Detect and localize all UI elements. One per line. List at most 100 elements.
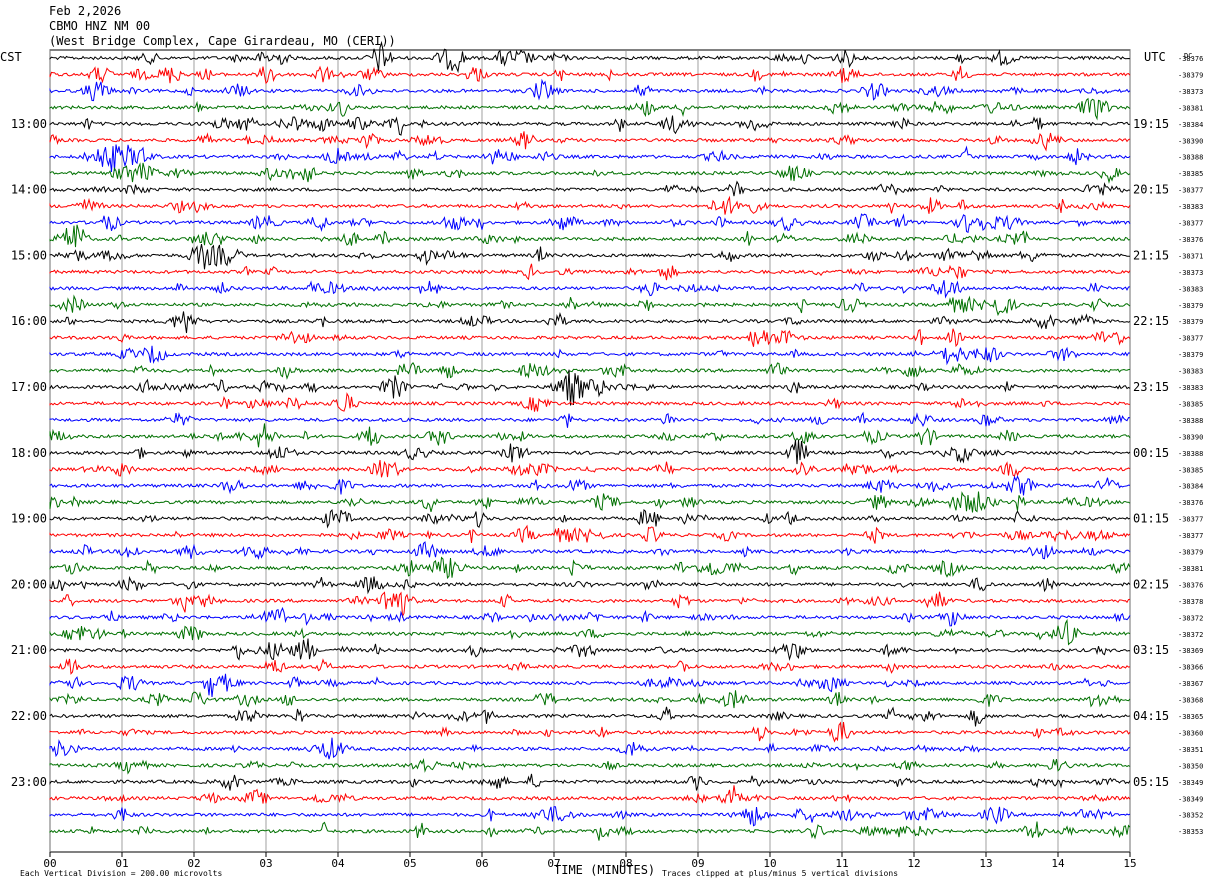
seismic-trace [49, 638, 1131, 661]
right-hour-label: 21:15 [1133, 248, 1169, 262]
dc-offset-label: -38371 [1178, 252, 1203, 260]
left-hour-label: 22:00 [11, 709, 47, 723]
seismic-trace [49, 591, 1131, 619]
x-tick-label: 03 [259, 857, 272, 870]
seismic-trace [49, 475, 1131, 496]
x-tick-label: 00 [43, 857, 56, 870]
dc-offset-label: -38349 [1178, 779, 1203, 787]
x-tick-label: 01 [115, 857, 128, 870]
dc-offset-label: -38381 [1178, 104, 1203, 112]
dc-offset-label: -38353 [1178, 828, 1203, 836]
dc-offset-label: -38388 [1178, 154, 1203, 162]
right-hour-label: 02:15 [1133, 577, 1169, 591]
location-label: (West Bridge Complex, Cape Girardeau, MO… [49, 34, 396, 48]
dc-offset-label: -38377 [1178, 220, 1203, 228]
seismic-trace [49, 758, 1131, 775]
seismic-trace [49, 131, 1131, 152]
seismic-trace [49, 575, 1131, 595]
dc-offset-label: -38385 [1178, 170, 1203, 178]
left-hour-label: 23:00 [11, 775, 47, 789]
seismic-trace [49, 195, 1131, 215]
dc-offset-label: -38372 [1178, 614, 1203, 622]
seismic-trace [49, 65, 1131, 85]
left-hour-label: 21:00 [11, 643, 47, 657]
left-hour-label: 13:00 [11, 117, 47, 131]
left-hour-label: 17:00 [11, 380, 47, 394]
dc-offset-label: -38365 [1178, 713, 1203, 721]
dc-offset-label: -38383 [1178, 384, 1203, 392]
vertical-division-note: Each Vertical Division = 200.00 microvol… [20, 869, 222, 878]
seismic-trace [49, 508, 1131, 529]
seismic-trace [49, 460, 1131, 478]
dc-offset-label: -38384 [1178, 121, 1203, 129]
dc-offset-label: -38385 [1178, 400, 1203, 408]
dc-label: DC [1184, 52, 1192, 60]
dc-offset-label: -38349 [1178, 795, 1203, 803]
dc-offset-label: -38379 [1178, 318, 1203, 326]
x-tick-label: 12 [907, 857, 920, 870]
left-hour-label: 18:00 [11, 446, 47, 460]
station-label: CBMO HNZ NM 00 [49, 19, 151, 33]
seismic-trace [49, 369, 1131, 406]
x-tick-label: 15 [1123, 857, 1136, 870]
seismic-trace [49, 806, 1131, 827]
dc-offset-label: -38377 [1178, 187, 1203, 195]
dc-offset-label: -38369 [1178, 647, 1203, 655]
x-axis-title: TIME (MINUTES) [554, 863, 655, 877]
right-hour-label: 01:15 [1133, 512, 1169, 526]
right-timezone-label: UTC [1144, 50, 1166, 64]
left-hour-label: 20:00 [11, 577, 47, 591]
dc-offset-label: -38388 [1178, 450, 1203, 458]
right-hour-label: 22:15 [1133, 314, 1169, 328]
seismic-trace [49, 423, 1131, 448]
x-tick-label: 04 [331, 857, 345, 870]
dc-offset-label: -38373 [1178, 269, 1203, 277]
x-tick-label: 10 [763, 857, 776, 870]
dc-offset-label: -38384 [1178, 483, 1203, 491]
seismic-trace [49, 392, 1131, 412]
seismic-trace [49, 280, 1131, 299]
dc-offset-label: -38377 [1178, 532, 1203, 540]
dc-offset-label: -38368 [1178, 697, 1203, 705]
dc-offset-label: -38390 [1178, 137, 1203, 145]
axis-labels: 00 01 02 03 04 05 06 07 08 09 10 11 12 13 14 15 -38376 -3… [11, 55, 1203, 870]
x-tick-label: 05 [403, 857, 416, 870]
left-hour-label: 14:00 [11, 183, 47, 197]
dc-offset-label: -38379 [1178, 71, 1203, 79]
seismic-trace [49, 773, 1131, 791]
seismic-trace [49, 541, 1131, 560]
seismic-trace [49, 690, 1131, 709]
right-hour-label: 03:15 [1133, 643, 1169, 657]
x-tick-label: 09 [691, 857, 704, 870]
x-tick-label: 02 [187, 857, 200, 870]
right-hour-label: 05:15 [1133, 775, 1169, 789]
right-hour-label: 23:15 [1133, 380, 1169, 394]
dc-offset-label: -38372 [1178, 631, 1203, 639]
seismic-trace [49, 411, 1131, 428]
seismic-trace [49, 115, 1131, 136]
dc-offset-label: -38373 [1178, 88, 1203, 96]
x-tick-label: 08 [619, 857, 632, 870]
x-tick-label: 13 [979, 857, 992, 870]
seismic-trace [49, 491, 1131, 513]
seismic-trace [49, 673, 1131, 698]
seismic-trace [49, 40, 1131, 74]
x-tick-label: 14 [1051, 857, 1065, 870]
seismic-trace [49, 658, 1131, 675]
left-hour-label: 15:00 [11, 248, 47, 262]
seismic-trace [49, 244, 1131, 270]
dc-offset-label: -38385 [1178, 466, 1203, 474]
seismic-trace [49, 618, 1131, 646]
dc-offset-label: -38351 [1178, 746, 1203, 754]
x-tick-label: 06 [475, 857, 488, 870]
dc-offset-label: -38376 [1178, 581, 1203, 589]
seismic-trace [49, 556, 1131, 580]
seismic-trace [49, 311, 1131, 334]
dc-offset-label: -38388 [1178, 417, 1203, 425]
dc-offset-label: -38379 [1178, 549, 1203, 557]
right-hour-label: 20:15 [1133, 183, 1169, 197]
dc-offset-label: -38379 [1178, 351, 1203, 359]
dc-offset-label: -38383 [1178, 368, 1203, 376]
seismic-trace [49, 328, 1131, 348]
